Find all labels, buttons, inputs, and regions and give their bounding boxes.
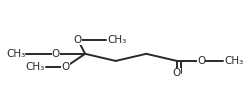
Text: O: O: [62, 62, 70, 72]
Text: CH₃: CH₃: [6, 49, 25, 59]
Text: O: O: [74, 35, 82, 45]
Text: CH₃: CH₃: [107, 35, 126, 45]
Text: O: O: [52, 49, 60, 59]
Text: CH₃: CH₃: [26, 62, 45, 72]
Text: O: O: [173, 68, 181, 79]
Text: O: O: [197, 56, 205, 66]
Text: CH₃: CH₃: [224, 56, 244, 66]
